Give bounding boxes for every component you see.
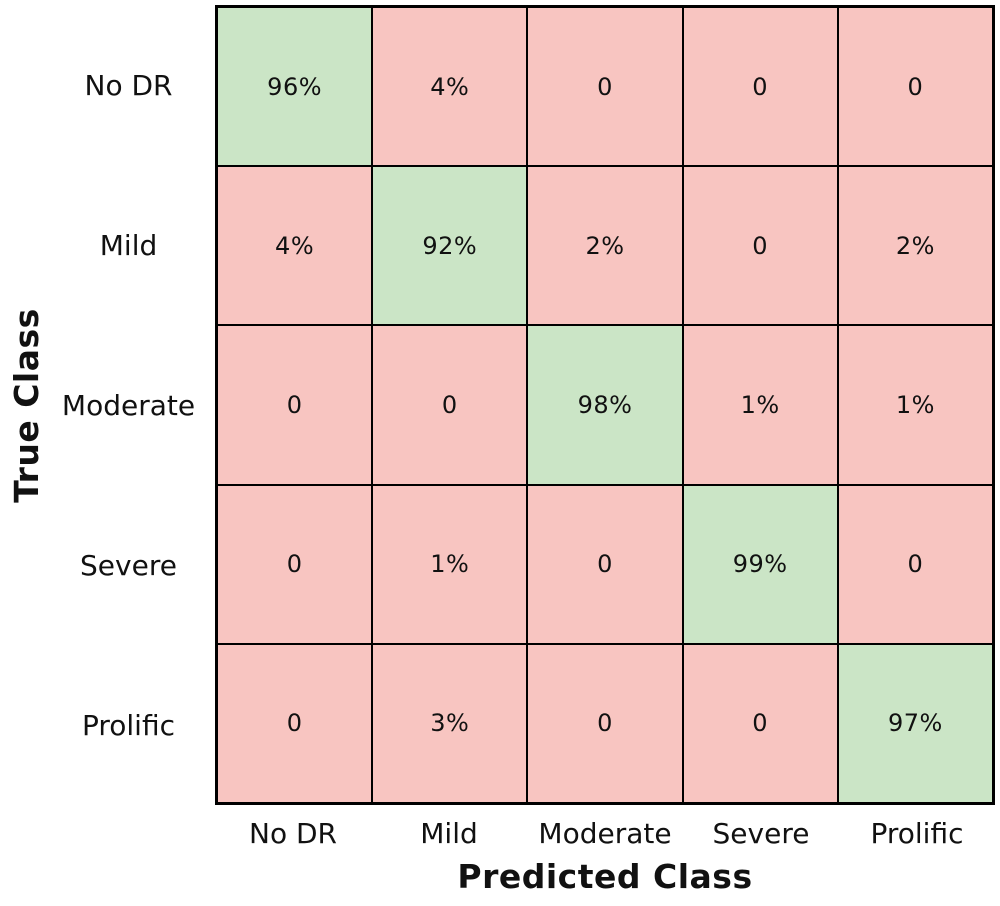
- row-label: Severe: [80, 548, 177, 582]
- col-label: Mild: [420, 816, 478, 850]
- confusion-matrix-grid: 96% 4% 0 0 0 4% 92% 2% 0 2% 0 0 98% 1% 1% 0 1% 0 99% 0 0 3% 0 0…: [215, 5, 995, 805]
- matrix-cell: 0: [527, 643, 683, 803]
- matrix-cell: 2%: [527, 166, 683, 326]
- matrix-cell: 0: [837, 7, 993, 167]
- col-label: Prolific: [870, 816, 964, 850]
- row-label: No DR: [84, 68, 173, 102]
- matrix-cell: 0: [217, 484, 373, 644]
- matrix-cell: 0: [217, 325, 373, 485]
- row-label: Mild: [99, 228, 158, 262]
- matrix-cell: 98%: [527, 325, 683, 485]
- matrix-cell: 4%: [217, 166, 373, 326]
- matrix-cell: 0: [217, 643, 373, 803]
- matrix-cell: 0: [682, 166, 838, 326]
- matrix-cell: 2%: [837, 166, 993, 326]
- matrix-cell: 96%: [217, 7, 373, 167]
- matrix-cell: 0: [372, 325, 528, 485]
- col-label: Severe: [712, 816, 810, 850]
- matrix-cell: 0: [527, 484, 683, 644]
- col-label: No DR: [249, 816, 337, 850]
- x-axis-tick-labels: No DR Mild Moderate Severe Prolific: [215, 807, 995, 859]
- matrix-cell: 1%: [837, 325, 993, 485]
- x-axis-title: Predicted Class: [457, 857, 753, 896]
- matrix-cell: 92%: [372, 166, 528, 326]
- matrix-cell: 1%: [372, 484, 528, 644]
- matrix-cell: 97%: [837, 643, 993, 803]
- col-label: Moderate: [538, 816, 672, 850]
- matrix-cell: 4%: [372, 7, 528, 167]
- matrix-cell: 0: [527, 7, 683, 167]
- matrix-cell: 0: [682, 643, 838, 803]
- matrix-cell: 3%: [372, 643, 528, 803]
- matrix-cell: 1%: [682, 325, 838, 485]
- row-label: Moderate: [61, 388, 196, 422]
- matrix-cell: 99%: [682, 484, 838, 644]
- matrix-cell: 0: [682, 7, 838, 167]
- y-axis-tick-labels: No DR Mild Moderate Severe Prolific: [42, 5, 215, 805]
- matrix-cell: 0: [837, 484, 993, 644]
- y-axis-title: True Class: [6, 307, 46, 503]
- row-label: Prolific: [81, 708, 175, 742]
